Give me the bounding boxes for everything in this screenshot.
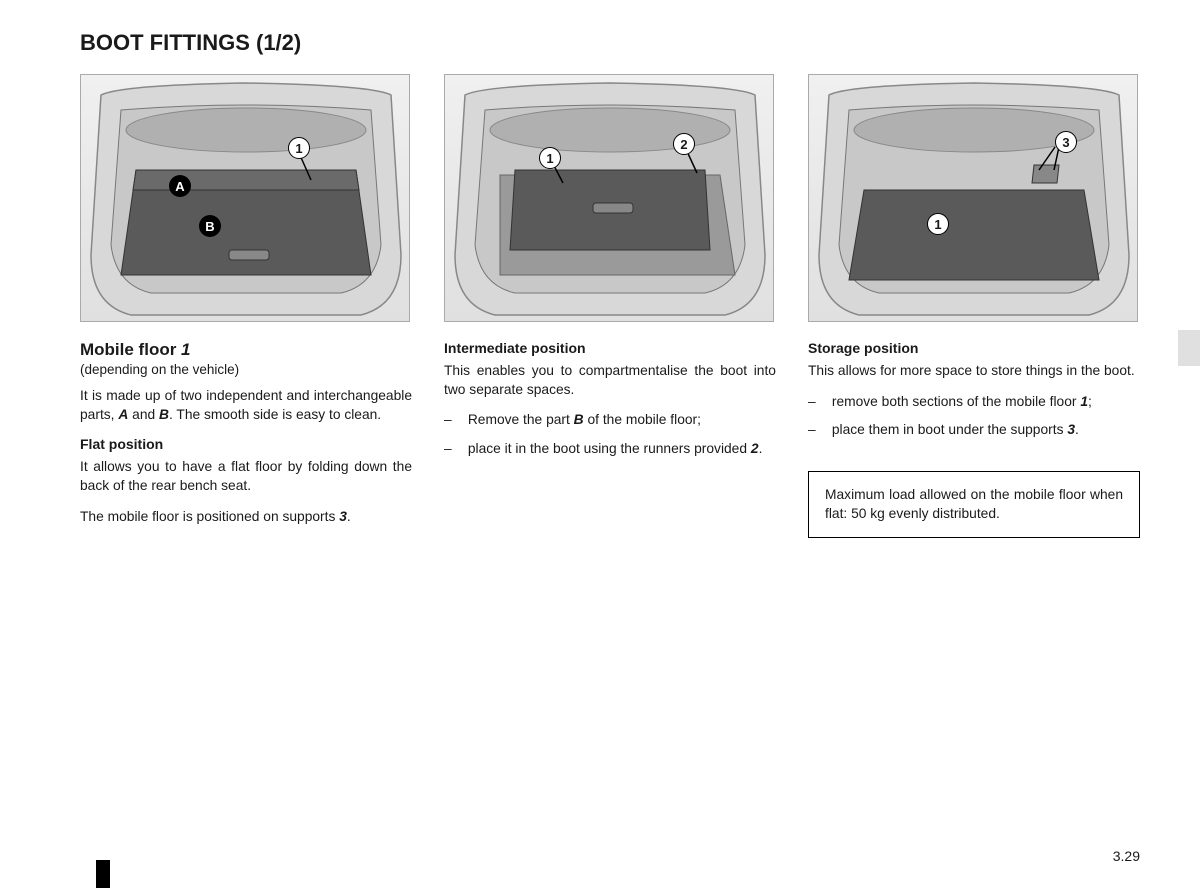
callout-B: B <box>199 215 221 237</box>
figure-1: 40046 1 A B <box>80 74 410 322</box>
text: place them in boot under the supports <box>832 422 1067 437</box>
list-intermediate: Remove the part B of the mobile floor; p… <box>444 411 776 468</box>
para-flat-1: It allows you to have a flat floor by fo… <box>80 458 412 495</box>
page-number: 3.29 <box>1113 848 1140 864</box>
column-3: 40048 3 1 Storage position This allows f… <box>808 74 1140 538</box>
ref-B: B <box>159 407 169 422</box>
text: of the mobile floor; <box>584 412 701 427</box>
boot-illustration-3 <box>809 75 1138 322</box>
columns: 40046 1 A B Mobile floor 1 (depending on… <box>80 74 1140 538</box>
list-item: Remove the part B of the mobile floor; <box>444 411 776 430</box>
text: The mobile floor is positioned on suppor… <box>80 509 339 524</box>
ref-2: 2 <box>751 441 759 456</box>
column-2: 40137 1 2 Intermediate position This ena… <box>444 74 776 538</box>
text: ; <box>1088 394 1092 409</box>
heading-ref-1: 1 <box>181 340 190 359</box>
callout-1: 1 <box>288 137 310 159</box>
text: . <box>759 441 763 456</box>
text: Remove the part <box>468 412 574 427</box>
text: place it in the boot using the runners p… <box>468 441 751 456</box>
title-main: BOOT FITTINGS <box>80 30 256 55</box>
para-flat-2: The mobile floor is positioned on suppor… <box>80 508 412 527</box>
text: remove both sections of the mobile floor <box>832 394 1080 409</box>
list-item: place them in boot under the supports 3. <box>808 421 1140 440</box>
callout-3: 3 <box>1055 131 1077 153</box>
callout-A: A <box>169 175 191 197</box>
ref-3: 3 <box>339 509 347 524</box>
boot-illustration-2 <box>445 75 774 322</box>
ref-1: 1 <box>1080 394 1088 409</box>
warning-box: Maximum load allowed on the mobile floor… <box>808 471 1140 538</box>
column-1: 40046 1 A B Mobile floor 1 (depending on… <box>80 74 412 538</box>
list-storage: remove both sections of the mobile floor… <box>808 393 1140 450</box>
para-intermediate: This enables you to compartmentalise the… <box>444 362 776 399</box>
text: . <box>1075 422 1079 437</box>
para-storage: This allows for more space to store thin… <box>808 362 1140 381</box>
subheading-intermediate: Intermediate position <box>444 340 776 356</box>
ref-B: B <box>574 412 584 427</box>
boot-illustration-1 <box>81 75 410 322</box>
figure-3: 40048 3 1 <box>808 74 1138 322</box>
subheading-storage: Storage position <box>808 340 1140 356</box>
text: . The smooth side is easy to clean. <box>169 407 381 422</box>
text: and <box>128 407 159 422</box>
section-heading-mobile-floor: Mobile floor 1 <box>80 340 412 360</box>
ref-A: A <box>118 407 128 422</box>
callout-1: 1 <box>927 213 949 235</box>
manual-page: BOOT FITTINGS (1/2) 40046 1 A B <box>0 0 1200 558</box>
list-item: remove both sections of the mobile floor… <box>808 393 1140 412</box>
callout-1: 1 <box>539 147 561 169</box>
ref-3: 3 <box>1067 422 1075 437</box>
subheading-flat-position: Flat position <box>80 436 412 452</box>
side-tab <box>1178 330 1200 366</box>
callout-2: 2 <box>673 133 695 155</box>
heading-text: Mobile floor <box>80 340 181 359</box>
page-title: BOOT FITTINGS (1/2) <box>80 30 1140 56</box>
list-item: place it in the boot using the runners p… <box>444 440 776 459</box>
title-pagination: (1/2) <box>256 30 301 55</box>
text: . <box>347 509 351 524</box>
figure-2: 40137 1 2 <box>444 74 774 322</box>
para-intro: It is made up of two independent and int… <box>80 387 412 424</box>
footer-mark <box>96 860 110 888</box>
subnote: (depending on the vehicle) <box>80 362 412 377</box>
